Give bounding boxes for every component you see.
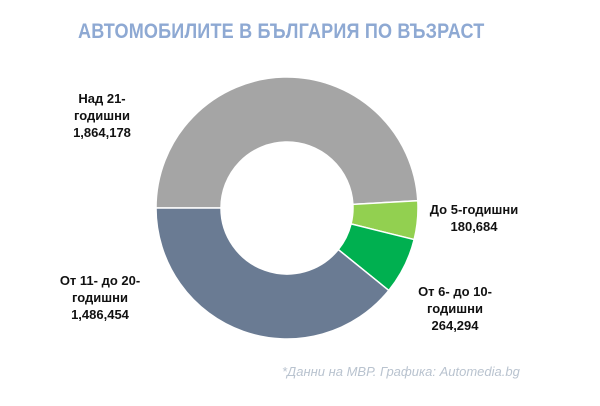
category-label: От 11- до 20-годишни	[59, 273, 141, 305]
category-label: От 6- до 10-годишни	[418, 284, 492, 316]
slice	[155, 76, 419, 209]
value-label: 264,294	[431, 318, 479, 333]
slice-label: Над 21-годишни 1,864,178	[52, 90, 152, 141]
value-label: 180,684	[450, 219, 498, 234]
category-label: До 5-годишни	[429, 202, 519, 217]
category-label: Над 21-годишни	[74, 91, 130, 123]
source-note: *Данни на МВР. Графика: Automedia.bg	[282, 364, 520, 379]
slice-label: От 11- до 20-годишни 1,486,454	[50, 272, 150, 323]
value-label: 1,486,454	[71, 307, 129, 322]
value-label: 1,864,178	[73, 125, 131, 140]
chart-title: АВТОМОБИЛИТЕ В БЪЛГАРИЯ ПО ВЪЗРАСТ	[78, 20, 485, 43]
slice	[155, 207, 390, 340]
slice-label: От 6- до 10-годишни 264,294	[400, 283, 510, 334]
slice-label: До 5-годишни 180,684	[418, 201, 530, 235]
